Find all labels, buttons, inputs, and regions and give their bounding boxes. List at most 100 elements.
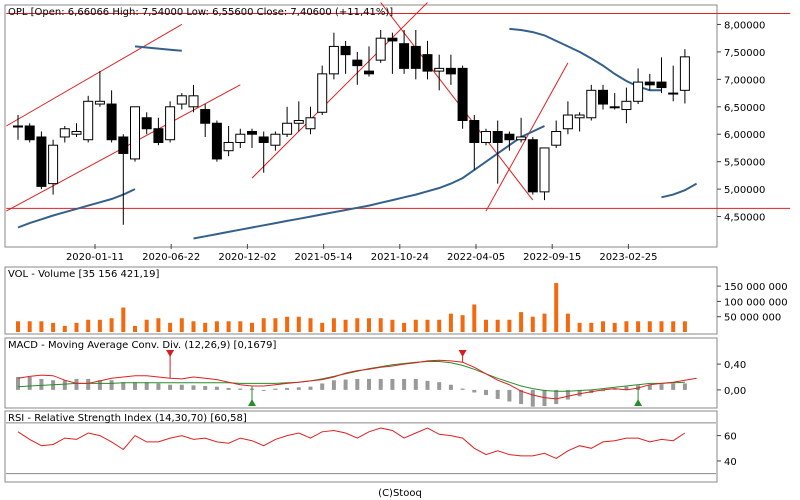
macd-histogram-bar <box>577 389 582 397</box>
candle-body <box>598 89 608 105</box>
price-x-tick-label: 2021-05-14 <box>295 252 353 263</box>
candle-body <box>258 136 269 143</box>
macd-y-tick-label: 0,00 <box>724 386 746 397</box>
volume-bar <box>133 325 137 332</box>
macd-histogram-bar <box>261 389 266 391</box>
macd-histogram-bar <box>448 384 453 390</box>
volume-bar <box>577 322 582 332</box>
volume-bar <box>402 322 407 332</box>
price-y-tick-label: 5,50000 <box>724 158 765 169</box>
volume-bar <box>647 321 652 332</box>
volume-bar <box>554 283 559 332</box>
candle-body <box>364 70 374 75</box>
macd-histogram-bar <box>27 377 32 390</box>
candle-body <box>469 120 480 143</box>
candle-body <box>609 106 620 109</box>
candle-body <box>410 45 421 69</box>
candle-body <box>48 144 59 185</box>
macd-histogram-bar <box>484 389 488 396</box>
volume-bar <box>74 322 79 332</box>
candle-body <box>176 95 187 105</box>
volume-bar <box>86 319 91 332</box>
macd-histogram-bar <box>156 383 161 390</box>
candle-body <box>422 54 433 72</box>
macd-histogram-bar <box>168 384 173 390</box>
trendline <box>6 24 183 127</box>
candle-body <box>574 114 585 119</box>
candle-body <box>375 37 386 61</box>
sell-signal-marker <box>458 350 467 357</box>
macd-histogram-bar <box>203 386 208 390</box>
macd-histogram-bar <box>624 386 629 390</box>
macd-histogram-bar <box>647 384 652 390</box>
macd-y-tick-label: 0,40 <box>724 360 746 371</box>
macd-panel-title: MACD - Moving Average Conv. Div. (12,26,… <box>8 340 276 351</box>
volume-bar <box>27 321 32 332</box>
candle-body <box>223 141 234 152</box>
volume-bar <box>97 319 102 332</box>
volume-bar <box>203 322 208 332</box>
candle-body <box>656 81 667 89</box>
volume-panel-title: VOL - Volume [35 156 421,19] <box>8 269 160 280</box>
macd-histogram-bar <box>39 378 44 390</box>
volume-bar <box>273 318 278 332</box>
footer-credit: (C)Stooq <box>378 488 422 499</box>
candle-body <box>644 81 655 86</box>
macd-histogram-bar <box>565 389 570 400</box>
sell-signal-marker <box>166 350 175 357</box>
macd-histogram-bar <box>530 389 535 407</box>
moving-average-line <box>17 188 136 229</box>
macd-histogram-bar <box>16 377 20 390</box>
macd-histogram-bar <box>402 378 407 390</box>
price-panel-title: OPL [Open: 6,66066 High: 7,54000 Low: 6,… <box>8 7 393 18</box>
macd-histogram-bar <box>296 387 301 390</box>
macd-line <box>17 359 697 400</box>
price-x-tick-label: 2020-01-11 <box>66 252 124 263</box>
volume-bar <box>542 313 547 332</box>
volume-bar <box>460 315 465 332</box>
volume-bar <box>62 325 67 332</box>
candle-body <box>527 139 538 193</box>
volume-bar <box>530 316 535 332</box>
price-x-tick-label: 2022-09-15 <box>523 252 581 263</box>
macd-histogram-bar <box>495 389 500 399</box>
volume-bar <box>378 318 383 332</box>
macd-histogram-bar <box>191 385 196 390</box>
volume-bar <box>519 312 524 332</box>
candle-body <box>141 117 152 130</box>
candle-body <box>83 100 94 141</box>
candle-body <box>457 67 468 122</box>
volume-bar <box>448 313 453 332</box>
candle-body <box>59 128 70 138</box>
volume-bar <box>636 321 641 332</box>
candle-body <box>71 130 82 135</box>
candle-body <box>562 114 573 130</box>
candle-body <box>539 147 550 193</box>
volume-bar <box>390 319 395 332</box>
candle-body <box>551 130 562 146</box>
candle-body <box>586 89 597 119</box>
macd-histogram-bar <box>367 378 371 390</box>
buy-signal-marker <box>248 399 256 406</box>
price-y-tick-label: 5,00000 <box>724 185 765 196</box>
price-x-tick-label: 2020-06-22 <box>142 252 200 263</box>
candle-body <box>668 92 679 95</box>
macd-histogram-bar <box>97 380 102 390</box>
volume-bar <box>121 307 126 332</box>
volume-bar <box>191 321 196 332</box>
macd-histogram-bar <box>133 382 137 390</box>
macd-histogram-bar <box>144 382 149 390</box>
volume-y-tick-label: 100 000 000 <box>724 297 788 308</box>
candle-body <box>492 130 503 143</box>
volume-bar <box>320 322 325 332</box>
macd-histogram-bar <box>320 383 325 390</box>
macd-histogram-bar <box>519 389 524 405</box>
macd-histogram-bar <box>343 379 348 390</box>
candle-body <box>516 136 527 141</box>
candle-body <box>165 106 176 141</box>
candle-body <box>352 59 363 67</box>
moving-average-line <box>134 45 182 52</box>
macd-histogram-bar <box>659 384 664 390</box>
